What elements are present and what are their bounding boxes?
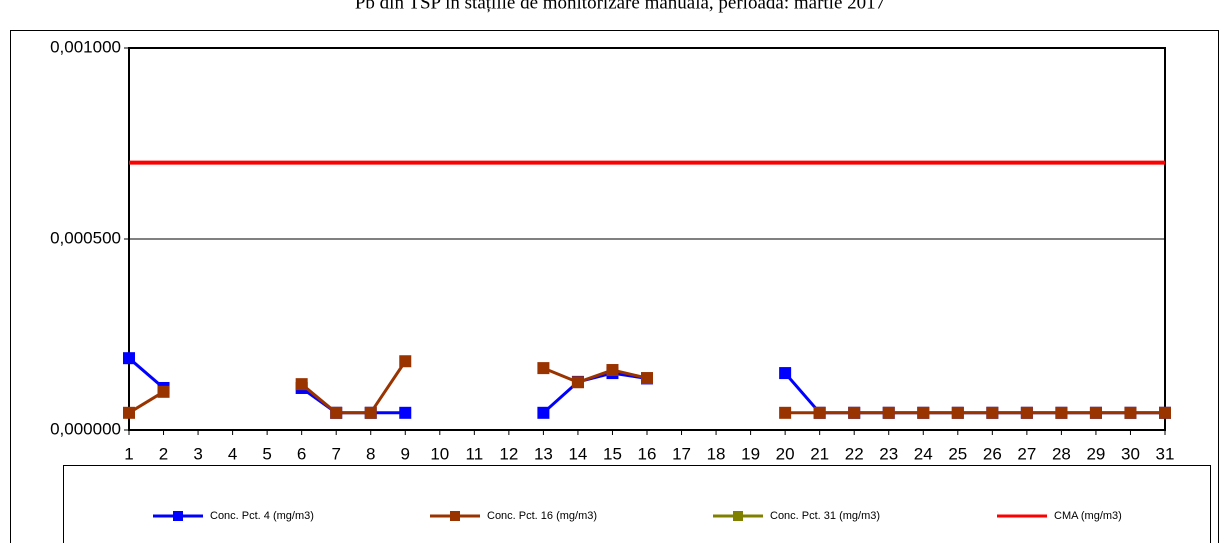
x-tick-label: 16 (638, 444, 657, 463)
chart-frame (10, 30, 1219, 543)
x-tick-label: 3 (193, 444, 202, 463)
marker (641, 372, 653, 385)
marker (1159, 406, 1171, 419)
x-tick-label: 13 (534, 444, 553, 463)
legend-marker (173, 511, 183, 521)
legend-marker (450, 511, 460, 521)
marker (1124, 406, 1137, 419)
x-tick-label: 18 (707, 444, 726, 463)
marker (1020, 406, 1033, 419)
marker (364, 406, 377, 419)
x-tick-label: 8 (366, 444, 375, 463)
marker (813, 406, 826, 419)
marker (1055, 406, 1068, 419)
x-tick-label: 23 (879, 444, 898, 463)
marker (399, 355, 412, 368)
x-tick-label: 27 (1017, 444, 1036, 463)
x-tick-label: 24 (914, 444, 933, 463)
x-tick-label: 28 (1052, 444, 1071, 463)
x-tick-label: 12 (499, 444, 518, 463)
legend-label: Conc. Pct. 31 (mg/m3) (770, 510, 880, 522)
marker (606, 364, 619, 377)
marker (157, 385, 170, 398)
marker (330, 406, 343, 419)
series-line (300, 386, 406, 415)
y-tick-label: 0,000500 (50, 228, 121, 247)
x-tick-label: 15 (603, 444, 622, 463)
series-line (784, 372, 1165, 415)
legend-marker (733, 511, 743, 521)
marker (1089, 406, 1102, 419)
marker (571, 376, 584, 389)
x-tick-label: 1 (124, 444, 133, 463)
y-tick-label: 0,000000 (50, 419, 121, 438)
series-line (300, 360, 407, 415)
x-tick-label: 19 (741, 444, 760, 463)
x-tick-label: 11 (466, 444, 484, 463)
x-tick-label: 17 (672, 444, 691, 463)
x-tick-label: 21 (810, 444, 829, 463)
x-tick-label: 6 (297, 444, 306, 463)
x-tick-label: 20 (776, 444, 795, 463)
x-tick-label: 29 (1086, 444, 1105, 463)
x-tick-label: 5 (262, 444, 271, 463)
series-line (542, 366, 648, 384)
marker (779, 406, 792, 419)
x-tick-label: 30 (1121, 444, 1140, 463)
marker (951, 406, 964, 419)
marker (779, 367, 792, 380)
y-tick-label: 0,001000 (50, 37, 121, 56)
x-tick-label: 14 (568, 444, 587, 463)
marker (537, 406, 550, 419)
marker (123, 406, 135, 419)
series-line (542, 371, 648, 414)
x-tick-label: 25 (948, 444, 967, 463)
chart-title: Pb din TSP în stațiile de monitorizare m… (355, 0, 885, 13)
x-tick-label: 4 (228, 444, 237, 463)
marker (537, 362, 550, 375)
marker (917, 406, 930, 419)
legend-label: Conc. Pct. 16 (mg/m3) (487, 510, 597, 522)
x-tick-label: 9 (401, 444, 410, 463)
marker (882, 406, 895, 419)
legend (63, 465, 1211, 543)
x-tick-label: 26 (983, 444, 1002, 463)
legend-label: Conc. Pct. 4 (mg/m3) (210, 510, 314, 522)
marker (986, 406, 999, 419)
x-tick-label: 31 (1156, 444, 1175, 463)
x-tick-label: 10 (430, 444, 449, 463)
legend-label: CMA (mg/m3) (1054, 510, 1122, 522)
x-tick-label: 22 (845, 444, 864, 463)
x-tick-label: 7 (331, 444, 340, 463)
marker (399, 406, 412, 419)
marker (848, 406, 861, 419)
marker (295, 378, 308, 391)
marker (123, 352, 135, 365)
x-tick-label: 2 (159, 444, 168, 463)
